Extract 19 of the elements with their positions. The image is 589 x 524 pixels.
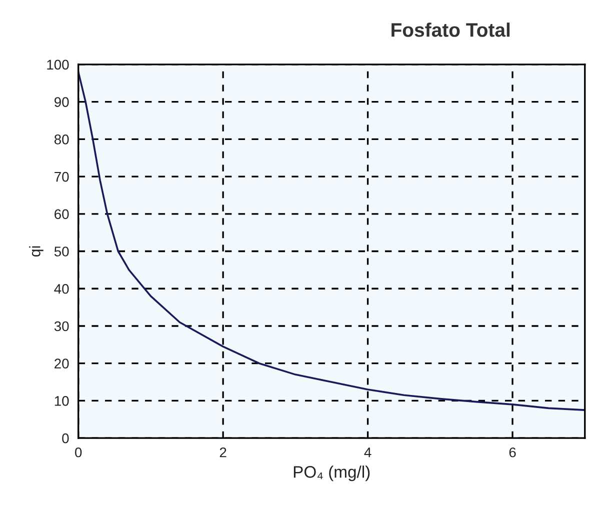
y-tick-label: 30	[54, 321, 69, 332]
y-tick-label: 50	[54, 246, 69, 256]
line-series	[78, 71, 585, 411]
y-tick-label: 10	[54, 396, 69, 406]
y-tick-label: 40	[54, 284, 69, 294]
x-tick-label: 4	[364, 448, 372, 458]
x-tick-label: 0	[75, 447, 82, 458]
x-tick-label: 2	[220, 447, 226, 458]
y-tick-label: 70	[54, 172, 69, 182]
chart-title: Fosfato Total	[392, 22, 510, 37]
x-tick-label: 6	[509, 447, 516, 458]
y-tick-label: 60	[54, 209, 69, 220]
y-tick-label: 20	[54, 358, 69, 369]
y-tick-label: 100	[47, 60, 69, 70]
y-tick-label: 90	[54, 97, 69, 107]
y-axis-title: qi	[29, 246, 44, 257]
y-tick-label: 80	[54, 134, 69, 144]
y-tick-label: 0	[62, 433, 69, 444]
x-axis-title: PO₄ (mg/l)	[294, 466, 370, 482]
